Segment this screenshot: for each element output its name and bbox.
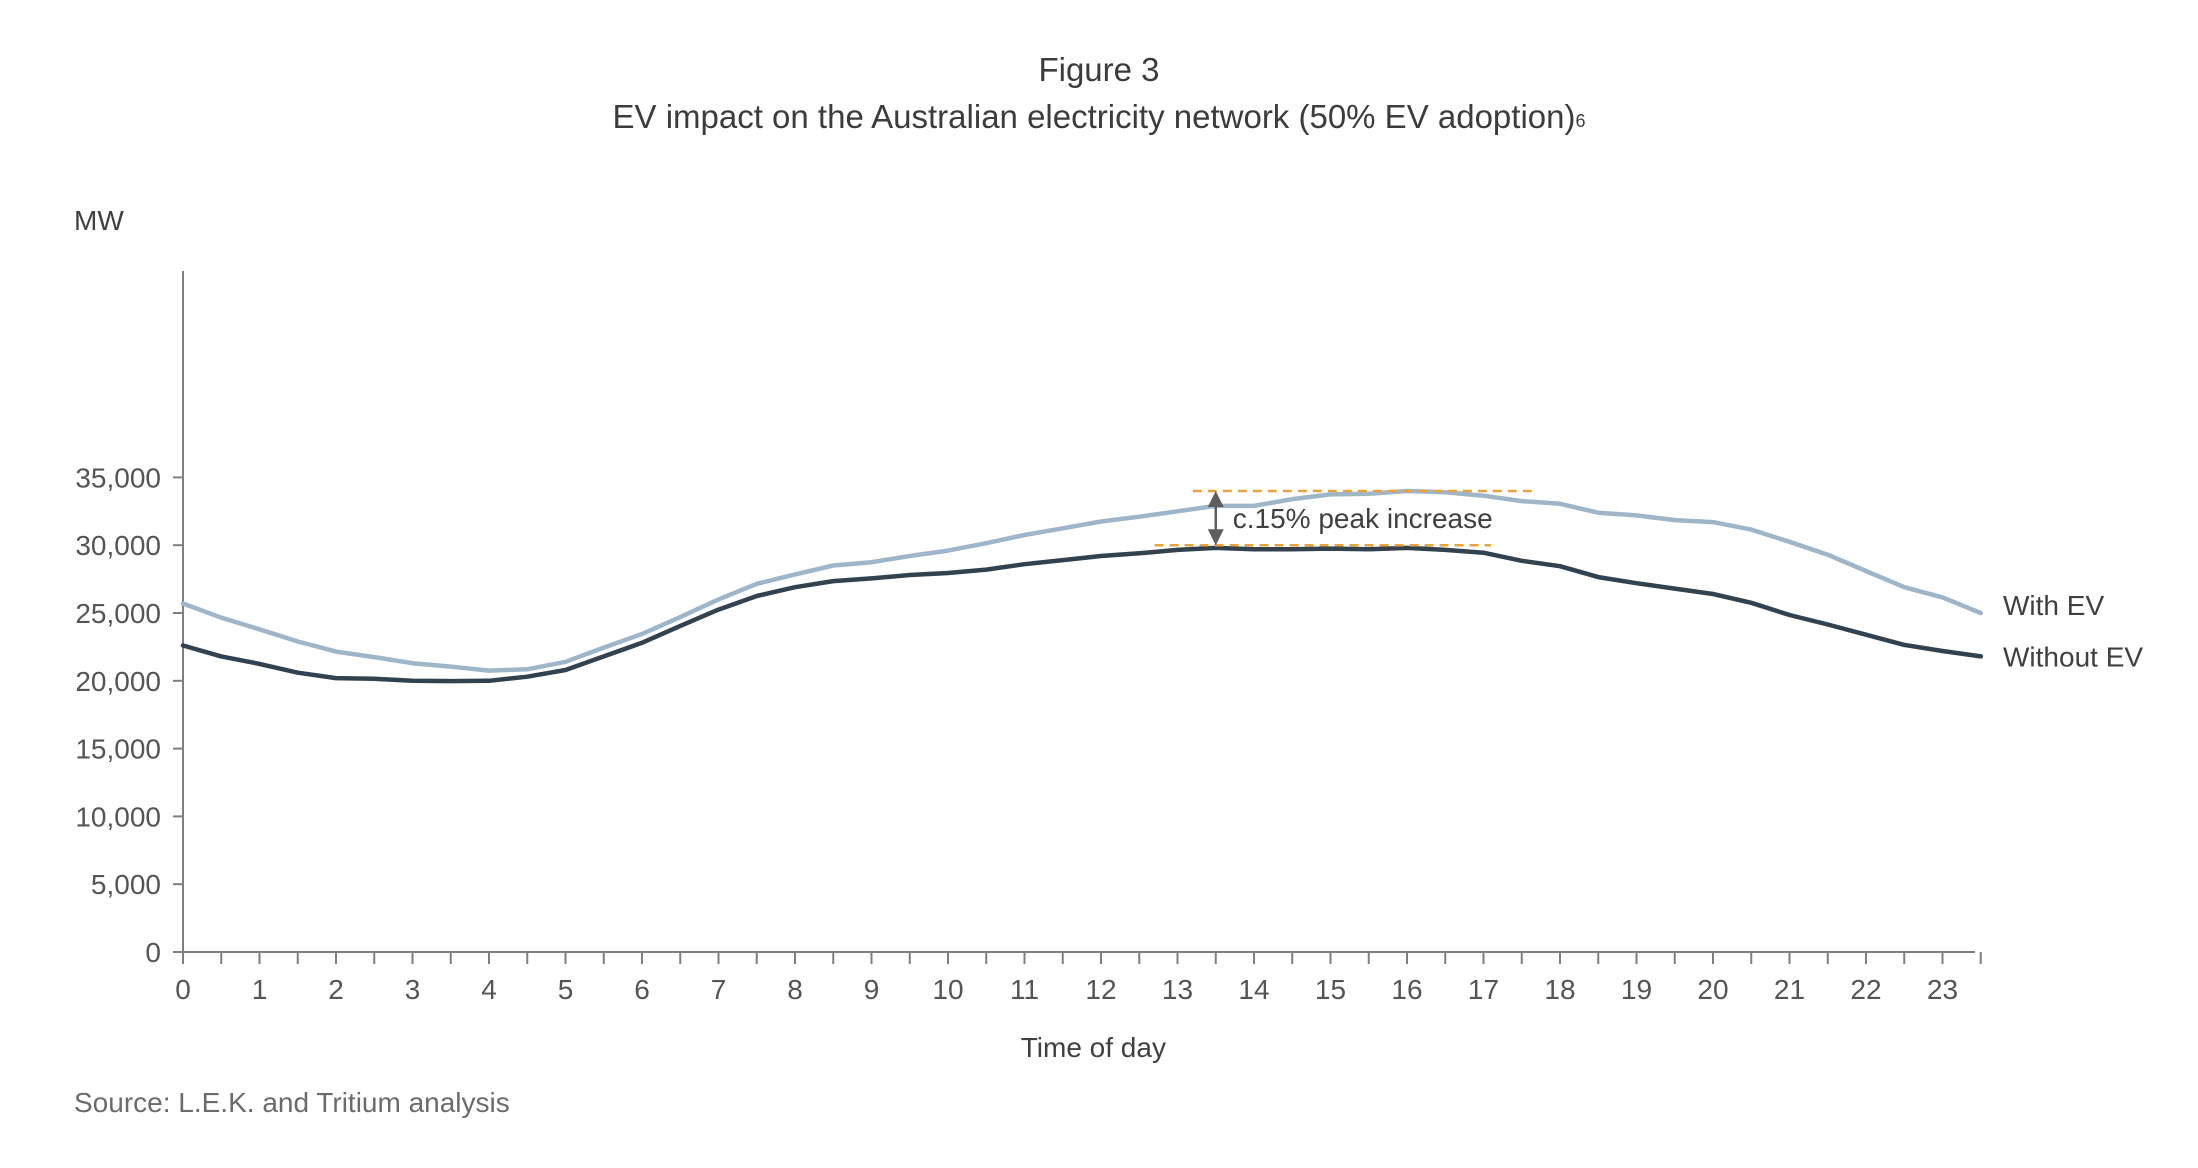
x-tick-label: 22 <box>1850 974 1881 1005</box>
x-tick-label: 8 <box>787 974 803 1005</box>
x-tick-label: 20 <box>1697 974 1728 1005</box>
x-tick-label: 6 <box>634 974 650 1005</box>
peak-annotation: c.15% peak increase <box>1154 489 1538 547</box>
x-tick-label: 0 <box>175 974 191 1005</box>
series-lines <box>180 488 1984 684</box>
series-line-without-ev <box>180 545 1984 684</box>
x-tick-label: 14 <box>1238 974 1269 1005</box>
annotation-label: c.15% peak increase <box>1233 503 1493 534</box>
axes: 0 5,000 10,000 15,000 20,000 25,000 30,000 35,0… <box>74 205 1982 1063</box>
x-axis-label: Time of day <box>1021 1032 1166 1063</box>
source-note: Source: L.E.K. and Tritium analysis <box>74 1087 510 1118</box>
y-tick-label: 10,000 <box>75 801 161 832</box>
chart-title-text: EV impact on the Australian electricity … <box>612 98 1576 135</box>
x-tick-label: 7 <box>711 974 727 1005</box>
x-tick-label: 13 <box>1162 974 1193 1005</box>
arrow-down-head <box>1207 529 1224 546</box>
y-axis-label: MW <box>74 205 124 236</box>
series-label-with-ev: With EV <box>2003 590 2104 621</box>
x-tick-label: 21 <box>1774 974 1805 1005</box>
x-tick-label: 16 <box>1391 974 1422 1005</box>
series-line-with-ev <box>180 488 1984 673</box>
x-tick-label: 11 <box>1010 974 1039 1005</box>
y-tick-label: 25,000 <box>75 598 161 629</box>
x-tick-label: 12 <box>1085 974 1116 1005</box>
x-tick-label: 3 <box>405 974 421 1005</box>
y-tick-label: 15,000 <box>75 734 161 765</box>
figure-label: Figure 3 <box>1038 51 1160 88</box>
x-tick-label: 19 <box>1621 974 1652 1005</box>
y-tick-label: 20,000 <box>75 666 161 697</box>
series-labels: With EV Without EV <box>2003 590 2143 672</box>
chart-title: EV impact on the Australian electricity … <box>0 92 2198 142</box>
y-tick-label: 0 <box>145 937 161 968</box>
arrow-up-head <box>1207 490 1224 507</box>
title-footnote-marker: 6 <box>1575 111 1586 131</box>
x-tick-label: 15 <box>1315 974 1346 1005</box>
x-tick-label: 10 <box>932 974 963 1005</box>
x-tick-label: 17 <box>1468 974 1499 1005</box>
figure-title-block: Figure 3 EV impact on the Australian ele… <box>0 48 2198 142</box>
x-tick-label: 9 <box>864 974 880 1005</box>
x-tick-label: 5 <box>558 974 574 1005</box>
x-tick-label: 1 <box>252 974 268 1005</box>
series-label-without-ev: Without EV <box>2003 641 2143 672</box>
x-tick-label: 18 <box>1544 974 1575 1005</box>
y-tick-label: 5,000 <box>91 869 161 900</box>
y-tick-label: 35,000 <box>75 462 161 493</box>
x-tick-label: 23 <box>1927 974 1958 1005</box>
y-tick-label: 30,000 <box>75 530 161 561</box>
x-tick-label: 2 <box>328 974 344 1005</box>
x-tick-label: 4 <box>481 974 497 1005</box>
